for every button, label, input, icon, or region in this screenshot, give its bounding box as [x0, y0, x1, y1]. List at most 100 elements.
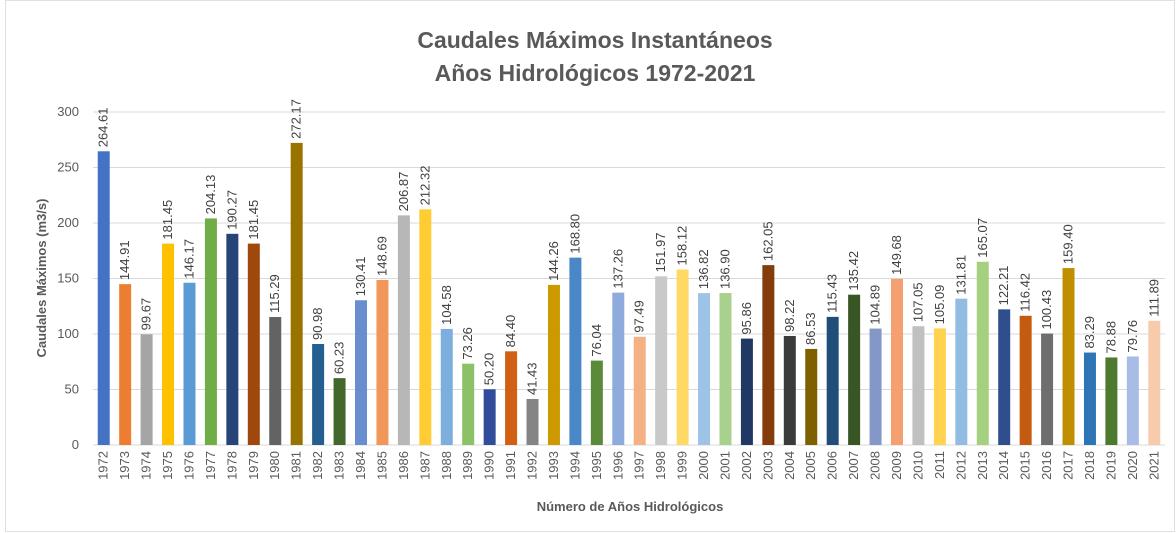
- x-tick-label: 1979: [246, 451, 261, 480]
- data-label: 115.29: [267, 274, 282, 313]
- data-label: 97.49: [632, 300, 647, 333]
- x-tick-label: 1987: [417, 451, 432, 480]
- bar: [119, 284, 132, 445]
- x-tick-label: 2005: [803, 451, 818, 480]
- data-label: 76.04: [589, 324, 604, 357]
- bar: [848, 294, 861, 445]
- data-label: 206.87: [396, 172, 411, 212]
- x-tick-label: 2001: [717, 451, 732, 480]
- bar: [612, 292, 625, 445]
- x-tick-label: 2015: [1018, 451, 1033, 480]
- bar: [140, 334, 153, 445]
- bar: [204, 218, 217, 445]
- bar: [290, 142, 303, 445]
- x-tick-label: 1997: [632, 451, 647, 480]
- data-label: 116.42: [1018, 273, 1033, 312]
- data-label: 148.69: [374, 236, 389, 276]
- data-label: 136.82: [696, 249, 711, 289]
- data-label: 158.12: [675, 226, 690, 266]
- data-label: 90.98: [310, 307, 325, 340]
- x-tick-label: 2013: [975, 451, 990, 480]
- x-tick-label: 1996: [610, 451, 625, 480]
- x-tick-label: 2004: [782, 451, 797, 480]
- x-tick-label: 2008: [868, 451, 883, 480]
- data-label: 100.43: [1039, 290, 1054, 330]
- x-tick-label: 1995: [589, 451, 604, 480]
- bar: [397, 215, 410, 445]
- x-tick-label: 2009: [889, 451, 904, 480]
- bar: [483, 389, 496, 445]
- bar: [783, 335, 796, 445]
- data-label: 144.26: [546, 241, 561, 281]
- x-tick-label: 1999: [675, 451, 690, 480]
- chart-subtitle: Años Hidrológicos 1972-2021: [435, 60, 756, 86]
- x-tick-label: 1984: [353, 451, 368, 480]
- data-label: 83.29: [1082, 316, 1097, 349]
- bar: [891, 278, 903, 445]
- bar: [183, 282, 196, 445]
- data-label: 264.61: [96, 108, 111, 148]
- bar: [955, 298, 968, 445]
- y-tick-label: 200: [57, 215, 79, 230]
- data-label: 99.67: [139, 298, 154, 331]
- data-label: 79.76: [1125, 320, 1140, 353]
- bar: [547, 284, 560, 445]
- bar: [698, 293, 711, 445]
- y-tick-label: 250: [57, 160, 79, 175]
- data-label: 151.97: [653, 233, 668, 273]
- data-label: 95.86: [739, 302, 754, 335]
- bar: [312, 344, 325, 445]
- bar: [505, 351, 518, 445]
- x-tick-label: 1991: [503, 451, 518, 480]
- bar: [933, 328, 946, 445]
- y-tick-label: 100: [57, 326, 79, 341]
- x-tick-label: 2010: [910, 451, 925, 480]
- bar: [226, 233, 239, 445]
- bar: [912, 326, 925, 445]
- bar: [462, 363, 475, 445]
- y-tick-label: 0: [72, 437, 79, 452]
- bar: [740, 338, 753, 445]
- data-label: 181.45: [246, 200, 261, 240]
- x-tick-label: 1983: [332, 451, 347, 480]
- data-label: 165.07: [975, 218, 990, 258]
- bar: [719, 293, 732, 445]
- data-label: 98.22: [782, 299, 797, 332]
- x-tick-label: 2019: [1103, 451, 1118, 480]
- x-tick-label: 1980: [267, 451, 282, 480]
- x-tick-label: 1973: [117, 451, 132, 480]
- data-label: 149.68: [889, 235, 904, 275]
- bar: [805, 348, 818, 445]
- data-label: 272.17: [289, 99, 304, 139]
- data-label: 104.58: [439, 285, 454, 325]
- bar: [1105, 357, 1118, 445]
- bar: [97, 151, 110, 445]
- bar: [526, 399, 539, 445]
- data-label: 115.43: [825, 274, 840, 313]
- bar: [440, 328, 453, 445]
- x-tick-label: 1975: [160, 451, 175, 480]
- data-label: 122.21: [996, 266, 1011, 306]
- data-label: 60.23: [332, 342, 347, 375]
- data-label: 212.32: [417, 166, 432, 206]
- x-tick-label: 1986: [396, 451, 411, 480]
- y-tick-label: 50: [65, 382, 79, 397]
- data-label: 190.27: [224, 190, 239, 230]
- x-tick-label: 2000: [696, 451, 711, 480]
- bar: [162, 243, 175, 445]
- data-label: 130.41: [353, 256, 368, 296]
- x-tick-label: 1994: [567, 451, 582, 480]
- bar: [1126, 356, 1139, 445]
- bar: [247, 243, 260, 445]
- data-label: 50.20: [482, 353, 497, 386]
- bar: [1083, 352, 1096, 445]
- data-label: 162.05: [760, 221, 775, 261]
- x-tick-label: 1982: [310, 451, 325, 480]
- data-label: 136.90: [717, 249, 732, 289]
- data-label: 104.89: [868, 285, 883, 325]
- x-tick-label: 2011: [932, 451, 947, 479]
- data-label: 84.40: [503, 315, 518, 348]
- x-tick-label: 1988: [439, 451, 454, 480]
- bar: [333, 378, 346, 445]
- x-tick-label: 1985: [374, 451, 389, 480]
